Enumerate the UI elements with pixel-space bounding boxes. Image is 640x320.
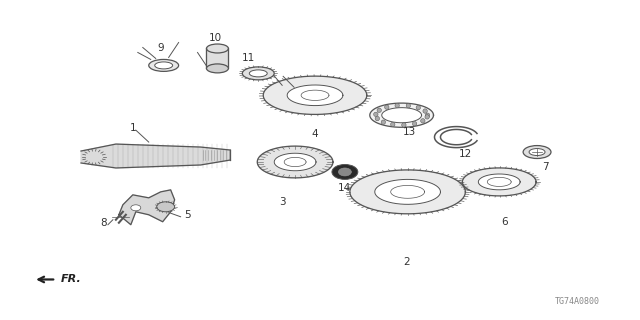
Text: 7: 7 <box>541 162 548 172</box>
Text: 3: 3 <box>279 197 285 207</box>
Text: 10: 10 <box>209 33 222 43</box>
Polygon shape <box>263 76 367 115</box>
Text: 8: 8 <box>100 218 108 228</box>
Text: 4: 4 <box>312 129 318 139</box>
Text: 12: 12 <box>459 149 472 159</box>
Circle shape <box>402 123 406 127</box>
Polygon shape <box>257 146 333 178</box>
Circle shape <box>395 103 399 108</box>
Ellipse shape <box>155 62 173 69</box>
Circle shape <box>416 106 420 110</box>
Circle shape <box>385 105 389 109</box>
Circle shape <box>377 108 381 112</box>
Ellipse shape <box>207 64 228 73</box>
Ellipse shape <box>207 44 228 53</box>
Ellipse shape <box>339 168 351 176</box>
Ellipse shape <box>332 164 358 180</box>
Polygon shape <box>478 174 520 190</box>
Circle shape <box>406 103 410 108</box>
Polygon shape <box>370 103 433 127</box>
Polygon shape <box>119 190 175 225</box>
Ellipse shape <box>131 205 141 211</box>
Polygon shape <box>462 168 536 196</box>
Text: 13: 13 <box>403 127 416 137</box>
Ellipse shape <box>157 202 175 212</box>
Text: 9: 9 <box>157 44 164 53</box>
Text: 14: 14 <box>339 183 351 193</box>
Circle shape <box>426 113 429 117</box>
Polygon shape <box>375 180 440 204</box>
Ellipse shape <box>250 70 268 77</box>
Text: 11: 11 <box>242 53 255 63</box>
Text: 1: 1 <box>129 123 136 133</box>
Ellipse shape <box>523 146 551 158</box>
Polygon shape <box>81 144 230 168</box>
Ellipse shape <box>243 67 274 80</box>
Ellipse shape <box>148 60 179 71</box>
Circle shape <box>412 122 417 126</box>
Text: TG74A0800: TG74A0800 <box>554 297 600 306</box>
Circle shape <box>423 109 428 113</box>
Circle shape <box>390 122 395 127</box>
Polygon shape <box>207 49 228 68</box>
Text: FR.: FR. <box>61 275 82 284</box>
Polygon shape <box>287 85 343 106</box>
Polygon shape <box>350 170 465 214</box>
Ellipse shape <box>529 148 545 156</box>
Polygon shape <box>274 153 316 171</box>
Text: 6: 6 <box>501 217 508 227</box>
Polygon shape <box>381 108 422 123</box>
Circle shape <box>420 119 425 123</box>
Text: 5: 5 <box>184 210 191 220</box>
Circle shape <box>374 112 378 116</box>
Circle shape <box>375 116 380 121</box>
Circle shape <box>381 120 385 124</box>
Circle shape <box>425 115 429 119</box>
Text: 2: 2 <box>403 257 410 267</box>
